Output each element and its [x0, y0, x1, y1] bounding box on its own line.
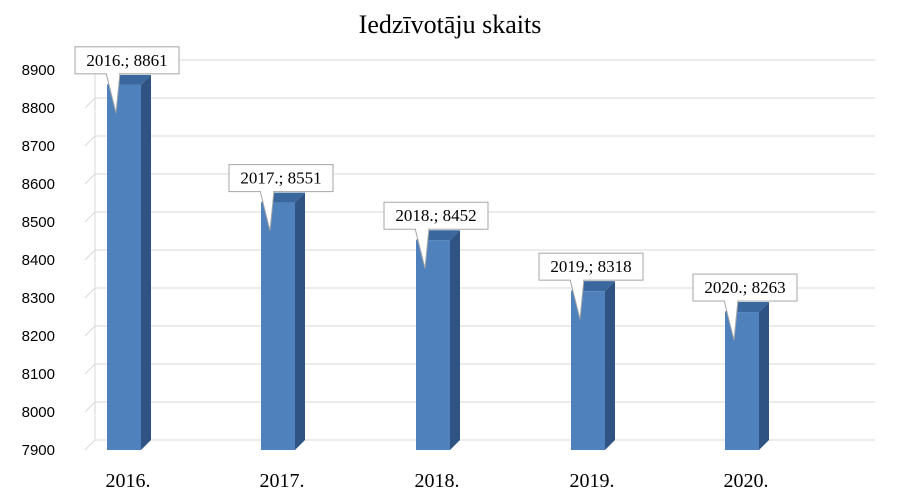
data-label-joint — [261, 189, 273, 193]
data-label: 2020.; 8263 — [692, 273, 798, 341]
y-axis-ticks: 7900 8000 8100 8200 8300 8400 8500 8600 8700 8800… — [22, 62, 55, 459]
bar-side — [295, 192, 305, 450]
bar — [571, 281, 615, 450]
gridline-side — [84, 249, 96, 261]
bar-side — [450, 230, 460, 450]
y-tick-label: 8900 — [22, 62, 55, 79]
y-tick-label: 8500 — [22, 214, 55, 231]
gridline-side — [84, 325, 96, 337]
data-label-joint — [416, 227, 428, 231]
data-label-text: 2018.; 8452 — [395, 206, 476, 225]
y-tick-label: 8300 — [22, 290, 55, 307]
data-label-text: 2016.; 8861 — [86, 51, 167, 70]
x-tick-label: 2016. — [106, 470, 151, 492]
gridline-side — [84, 97, 96, 109]
bar-side — [759, 302, 769, 450]
data-label-text: 2020.; 8263 — [704, 278, 785, 297]
gridline-side — [84, 363, 96, 375]
chart-title: Iedzīvotāju skaits — [359, 10, 542, 39]
x-tick-label: 2018. — [415, 470, 460, 492]
x-tick-label: 2019. — [570, 470, 615, 492]
gridline-side — [84, 211, 96, 223]
bar — [725, 302, 769, 450]
bar-front — [416, 240, 450, 450]
data-label: 2016.; 8861 — [74, 46, 180, 113]
x-tick-label: 2017. — [260, 470, 305, 492]
data-label: 2018.; 8452 — [383, 201, 489, 269]
data-label-box — [692, 273, 798, 302]
y-tick-label: 8000 — [22, 404, 55, 421]
y-tick-label: 8400 — [22, 252, 55, 269]
gridline-side — [84, 287, 96, 299]
bar-side — [605, 281, 615, 450]
gridline-side — [84, 401, 96, 413]
bar — [416, 230, 460, 450]
data-label: 2019.; 8318 — [538, 252, 644, 320]
bar-front — [571, 291, 605, 450]
data-label-box — [228, 164, 334, 193]
y-tick-label: 8800 — [22, 100, 55, 117]
y-tick-label: 8700 — [22, 138, 55, 155]
gridline-side — [84, 135, 96, 147]
data-label: 2017.; 8551 — [228, 164, 334, 231]
bar-side — [141, 74, 151, 450]
bar — [261, 192, 305, 450]
data-labels: 2016.; 8861 2017.; 8551 2018.; 8452 2019.; … — [74, 46, 798, 341]
y-tick-label: 8600 — [22, 176, 55, 193]
y-tick-label: 8100 — [22, 366, 55, 383]
data-label-joint — [107, 71, 119, 75]
gridline-side — [84, 173, 96, 185]
bar-front — [261, 202, 295, 450]
y-tick-label: 7900 — [22, 442, 55, 459]
data-label-joint — [571, 278, 583, 282]
data-label-text: 2017.; 8551 — [240, 169, 321, 188]
bar — [107, 74, 151, 450]
data-label-box — [74, 46, 180, 75]
data-label-joint — [725, 299, 737, 303]
bar-front — [725, 312, 759, 450]
data-label-box — [538, 252, 644, 281]
data-label-text: 2019.; 8318 — [550, 257, 631, 276]
data-label-box — [383, 201, 489, 230]
gridline-side — [84, 439, 96, 451]
bar-front — [107, 84, 141, 450]
x-tick-label: 2020. — [724, 470, 769, 492]
bars — [107, 74, 769, 450]
y-tick-label: 8200 — [22, 328, 55, 345]
x-axis-ticks: 2016. 2017. 2018. 2019. 2020. — [106, 470, 769, 492]
